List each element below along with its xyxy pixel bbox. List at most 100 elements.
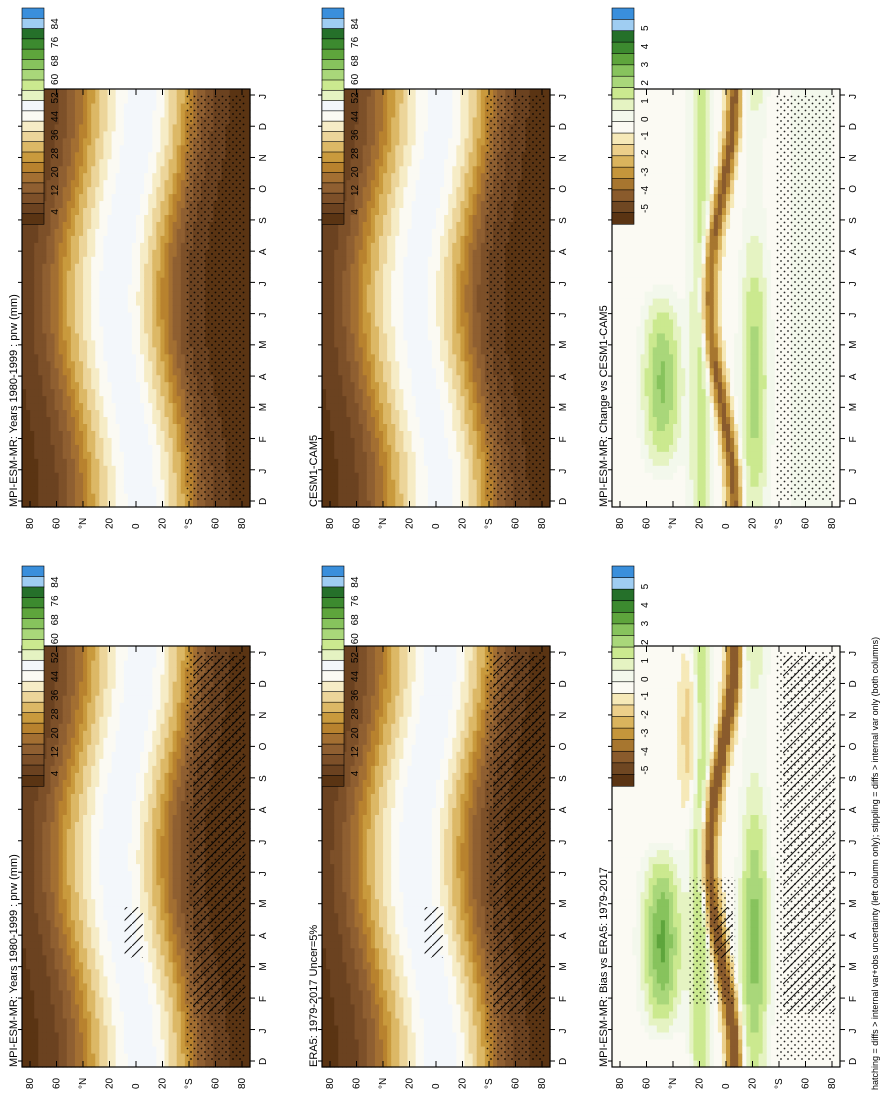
heatmap-cell xyxy=(87,180,92,188)
heatmap-cell xyxy=(38,899,43,907)
heatmap-cell xyxy=(95,326,100,334)
heatmap-cell xyxy=(128,1025,133,1033)
heatmap-cell xyxy=(38,472,43,480)
heatmap-cell xyxy=(51,368,56,376)
heatmap-cell xyxy=(169,660,174,668)
heatmap-cell xyxy=(38,920,43,928)
heatmap-cell xyxy=(116,340,121,348)
heatmap-cell xyxy=(83,361,88,369)
heatmap-cell xyxy=(51,842,56,850)
heatmap-cell xyxy=(120,814,125,822)
heatmap-cell xyxy=(75,807,80,815)
heatmap-cell xyxy=(91,416,96,424)
heatmap-cell xyxy=(152,653,157,661)
heatmap-cell xyxy=(148,667,153,675)
heatmap-cell xyxy=(75,716,80,724)
heatmap-cell xyxy=(79,997,84,1005)
heatmap-cell xyxy=(116,409,121,417)
heatmap-cell xyxy=(95,493,100,501)
heatmap-cell xyxy=(55,403,60,411)
heatmap-cell xyxy=(79,242,84,250)
heatmap-cell xyxy=(67,1032,72,1040)
heatmap-cell xyxy=(42,403,47,411)
heatmap-cell xyxy=(79,842,84,850)
heatmap-cell xyxy=(30,333,35,341)
heatmap-cell xyxy=(95,479,100,487)
heatmap-cell xyxy=(160,849,165,857)
heatmap-cell xyxy=(136,976,141,984)
heatmap-cell xyxy=(63,159,68,167)
heatmap-cell xyxy=(103,333,108,341)
heatmap-cell xyxy=(30,969,35,977)
heatmap-cell xyxy=(124,709,129,717)
heatmap-cell xyxy=(173,793,178,801)
heatmap-cell xyxy=(79,807,84,815)
heatmap-cell xyxy=(30,1039,35,1047)
heatmap-cell xyxy=(59,228,64,236)
heatmap-cell xyxy=(63,1032,68,1040)
heatmap-cell xyxy=(103,423,108,431)
heatmap-cell xyxy=(99,716,104,724)
heatmap-cell xyxy=(46,326,51,334)
heatmap-cell xyxy=(108,667,113,675)
heatmap-cell xyxy=(71,277,76,285)
heatmap-cell xyxy=(63,1004,68,1012)
heatmap-cell xyxy=(181,723,186,731)
heatmap-cell xyxy=(128,1032,133,1040)
heatmap-cell xyxy=(95,298,100,306)
heatmap-cell xyxy=(67,382,72,390)
heatmap-cell xyxy=(67,948,72,956)
heatmap-cell xyxy=(160,864,165,872)
heatmap-cell xyxy=(173,983,178,991)
heatmap-cell xyxy=(108,173,113,181)
heatmap-cell xyxy=(34,305,39,313)
heatmap-cell xyxy=(51,479,56,487)
month-tick-label: A xyxy=(258,806,269,813)
heatmap-cell xyxy=(160,871,165,879)
heatmap-cell xyxy=(79,1046,84,1054)
heatmap-cell xyxy=(59,430,64,438)
heatmap-cell xyxy=(34,927,39,935)
heatmap-cell xyxy=(38,235,43,243)
heatmap-cell xyxy=(87,368,92,376)
colorbar-swatch xyxy=(22,566,44,577)
heatmap-cell xyxy=(136,899,141,907)
heatmap-cell xyxy=(95,207,100,215)
heatmap-cell xyxy=(152,913,157,921)
heatmap-cell xyxy=(83,326,88,334)
heatmap-cell xyxy=(144,821,149,829)
heatmap-cell xyxy=(59,1011,64,1019)
heatmap-cell xyxy=(108,927,113,935)
heatmap-cell xyxy=(116,758,121,766)
heatmap-cell xyxy=(169,765,174,773)
heatmap-cell xyxy=(91,221,96,229)
heatmap-cell xyxy=(120,256,125,264)
heatmap-cell xyxy=(46,835,51,843)
heatmap-cell xyxy=(140,779,145,787)
heatmap-cell xyxy=(26,821,31,829)
heatmap-cell xyxy=(156,786,161,794)
heatmap-cell xyxy=(51,444,56,452)
heatmap-cell xyxy=(144,857,149,865)
heatmap-cell xyxy=(169,653,174,661)
heatmap-cell xyxy=(116,786,121,794)
heatmap-cell xyxy=(59,892,64,900)
heatmap-cell xyxy=(59,270,64,278)
heatmap-cell xyxy=(71,354,76,362)
heatmap-cell xyxy=(30,479,35,487)
heatmap-cell xyxy=(87,493,92,501)
heatmap-cell xyxy=(136,892,141,900)
heatmap-cell xyxy=(75,1011,80,1019)
heatmap-cell xyxy=(83,983,88,991)
heatmap-cell xyxy=(136,758,141,766)
heatmap-cell xyxy=(148,899,153,907)
heatmap-cell xyxy=(55,920,60,928)
heatmap-cell xyxy=(116,180,121,188)
heatmap-cell xyxy=(95,444,100,452)
heatmap-cell xyxy=(34,962,39,970)
heatmap-cell xyxy=(136,997,141,1005)
heatmap-cell xyxy=(103,430,108,438)
heatmap-cell xyxy=(42,270,47,278)
heatmap-cell xyxy=(120,375,125,383)
heatmap-cell xyxy=(26,807,31,815)
